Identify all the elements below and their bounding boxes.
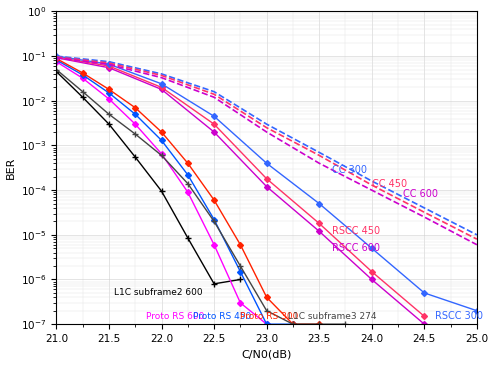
Text: RSCC 450: RSCC 450 [332, 226, 380, 236]
Text: Proto RS 450: Proto RS 450 [193, 312, 251, 321]
Text: L1C subframe2 600: L1C subframe2 600 [114, 288, 203, 297]
Text: Proto RS 600: Proto RS 600 [146, 312, 204, 321]
Y-axis label: BER: BER [5, 157, 15, 179]
Text: L1C subframe3 274: L1C subframe3 274 [288, 312, 376, 321]
X-axis label: C/N0(dB): C/N0(dB) [242, 349, 292, 360]
Text: Proto RS 300: Proto RS 300 [241, 312, 299, 321]
Text: CC 300: CC 300 [332, 165, 367, 175]
Text: RSCC 600: RSCC 600 [332, 243, 380, 253]
Text: RSCC 300: RSCC 300 [435, 311, 483, 321]
Text: CC 600: CC 600 [403, 189, 438, 200]
Text: CC 450: CC 450 [372, 178, 407, 189]
